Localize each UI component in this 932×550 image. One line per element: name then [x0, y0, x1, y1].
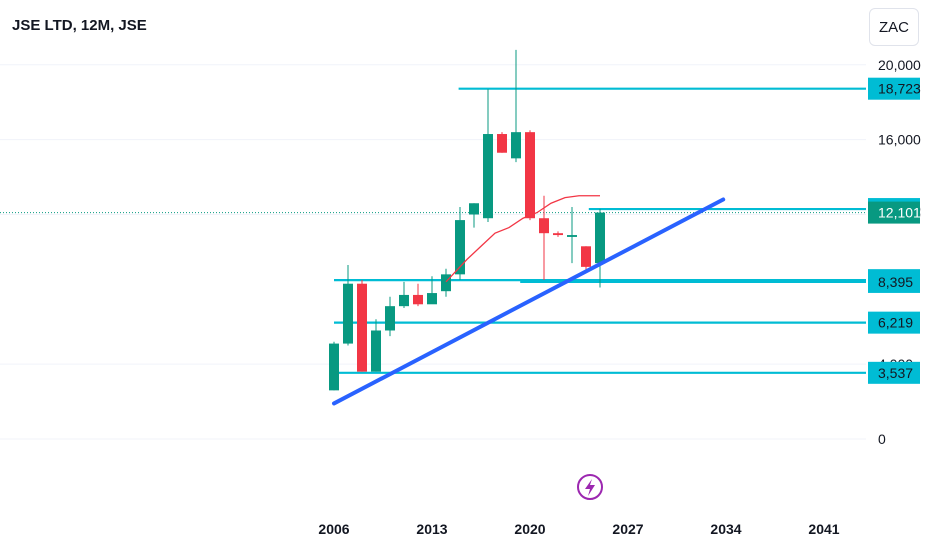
candle-body [399, 294, 409, 307]
y-tick-label: 20,000 [878, 57, 921, 73]
candle-body [581, 246, 591, 267]
chart-title: JSE LTD, 12M, JSE [12, 17, 147, 34]
x-tick-label: 2006 [318, 521, 349, 537]
lightning-logo [577, 474, 603, 500]
candle-body [357, 283, 367, 372]
level-label: 3,537 [878, 365, 913, 381]
candles [329, 49, 605, 391]
level-label-bg [868, 270, 920, 293]
level-label-bg [868, 361, 920, 384]
candle-body [511, 132, 521, 159]
candle-body [567, 235, 577, 237]
moving-average [445, 195, 600, 283]
candle-body [427, 293, 437, 305]
horizontal-levels [334, 87, 866, 374]
candle-body [441, 274, 451, 292]
candle-body [343, 283, 353, 344]
trend-line[interactable] [332, 197, 726, 406]
grid-lines [0, 64, 866, 440]
x-tick-label: 2013 [416, 521, 447, 537]
x-tick-label: 2027 [612, 521, 643, 537]
candle-body [371, 330, 381, 372]
level-label: 8,395 [878, 274, 913, 290]
currency-button[interactable]: ZAC [869, 8, 919, 46]
candle-body [539, 218, 549, 234]
candle-body [525, 132, 535, 219]
candle-body [483, 134, 493, 219]
level-label-bg [868, 77, 920, 100]
lightning-icon-circle [577, 474, 603, 500]
x-tick-label: 2041 [808, 521, 839, 537]
last-price-label-bg [868, 201, 920, 224]
candle-body [329, 343, 339, 391]
x-tick-label: 2020 [514, 521, 545, 537]
candle-body [455, 220, 465, 275]
level-label-bg [868, 311, 920, 334]
price-axis: 04,00012,00016,00020,00018,72312,2908,49… [868, 57, 921, 447]
level-label: 6,219 [878, 315, 913, 331]
trend-line-group[interactable] [332, 197, 726, 406]
level-label: 18,723 [878, 81, 921, 97]
last-price-label: 12,101 [878, 205, 921, 221]
time-axis: 2006 2013 2020 2027 2034 2041 [318, 521, 839, 537]
candle-body [385, 306, 395, 331]
candle-body [595, 212, 605, 264]
candle-body [413, 294, 423, 305]
candle-body [553, 233, 563, 236]
moving-average-line [445, 195, 600, 283]
y-tick-label: 16,000 [878, 132, 921, 148]
candle-body [497, 134, 507, 153]
lightning-icon [585, 479, 595, 496]
y-tick-label: 0 [878, 431, 886, 447]
x-tick-label: 2034 [710, 521, 741, 537]
candle-body [469, 203, 479, 215]
